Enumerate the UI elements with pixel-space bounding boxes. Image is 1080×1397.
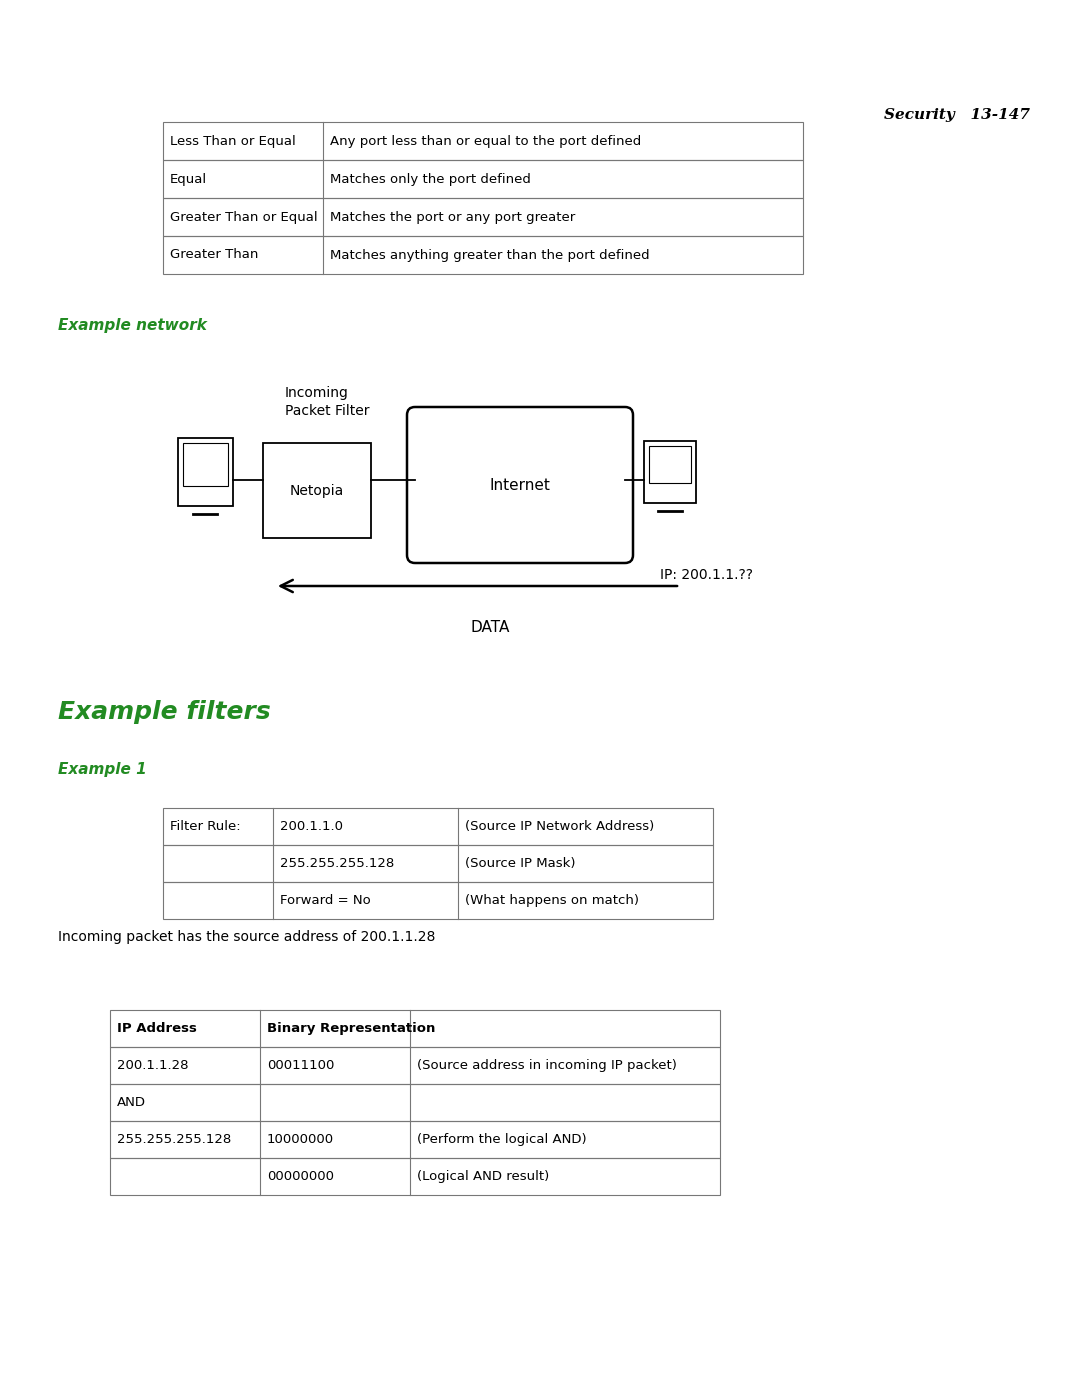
Bar <box>183 443 228 486</box>
Text: AND: AND <box>117 1097 146 1109</box>
Bar <box>264 443 372 538</box>
Bar <box>649 446 691 483</box>
Bar <box>110 1010 720 1046</box>
Text: 00000000: 00000000 <box>267 1171 334 1183</box>
Text: (Source IP Mask): (Source IP Mask) <box>465 856 576 870</box>
Text: Filter Rule:: Filter Rule: <box>170 820 241 833</box>
Text: Example filters: Example filters <box>58 700 271 724</box>
Text: DATA: DATA <box>470 620 510 636</box>
Text: Any port less than or equal to the port defined: Any port less than or equal to the port … <box>330 134 642 148</box>
Text: Example network: Example network <box>58 319 207 332</box>
Text: Incoming
Packet Filter: Incoming Packet Filter <box>285 386 369 418</box>
Bar <box>163 807 713 845</box>
Text: 200.1.1.28: 200.1.1.28 <box>117 1059 189 1071</box>
Bar <box>177 437 232 506</box>
Text: 255.255.255.128: 255.255.255.128 <box>280 856 394 870</box>
Bar <box>110 1084 720 1120</box>
Text: (What happens on match): (What happens on match) <box>465 894 639 907</box>
Text: Incoming packet has the source address of 200.1.1.28: Incoming packet has the source address o… <box>58 930 435 944</box>
Text: 10000000: 10000000 <box>267 1133 334 1146</box>
Bar <box>163 882 713 919</box>
Bar <box>163 236 804 274</box>
Text: Binary Representation: Binary Representation <box>267 1023 435 1035</box>
Bar <box>163 122 804 161</box>
Text: Security   13-147: Security 13-147 <box>885 108 1030 122</box>
Bar <box>163 161 804 198</box>
Bar <box>644 441 696 503</box>
Text: (Logical AND result): (Logical AND result) <box>417 1171 550 1183</box>
Text: Internet: Internet <box>489 478 551 493</box>
Text: 00011100: 00011100 <box>267 1059 335 1071</box>
Bar <box>163 845 713 882</box>
Text: Forward = No: Forward = No <box>280 894 370 907</box>
Bar <box>110 1046 720 1084</box>
Text: (Source address in incoming IP packet): (Source address in incoming IP packet) <box>417 1059 677 1071</box>
Text: Less Than or Equal: Less Than or Equal <box>170 134 296 148</box>
Text: Matches only the port defined: Matches only the port defined <box>330 172 531 186</box>
Bar <box>163 198 804 236</box>
Text: Matches anything greater than the port defined: Matches anything greater than the port d… <box>330 249 650 261</box>
Text: Equal: Equal <box>170 172 207 186</box>
Bar <box>110 1120 720 1158</box>
Text: (Source IP Network Address): (Source IP Network Address) <box>465 820 654 833</box>
Text: Matches the port or any port greater: Matches the port or any port greater <box>330 211 576 224</box>
Text: Greater Than or Equal: Greater Than or Equal <box>170 211 318 224</box>
Text: 255.255.255.128: 255.255.255.128 <box>117 1133 231 1146</box>
Text: IP Address: IP Address <box>117 1023 197 1035</box>
Text: (Perform the logical AND): (Perform the logical AND) <box>417 1133 586 1146</box>
Text: 200.1.1.0: 200.1.1.0 <box>280 820 343 833</box>
Bar <box>110 1158 720 1194</box>
Text: Netopia: Netopia <box>289 483 345 497</box>
Text: IP: 200.1.1.??: IP: 200.1.1.?? <box>660 569 753 583</box>
Text: Greater Than: Greater Than <box>170 249 258 261</box>
Text: Example 1: Example 1 <box>58 761 147 777</box>
